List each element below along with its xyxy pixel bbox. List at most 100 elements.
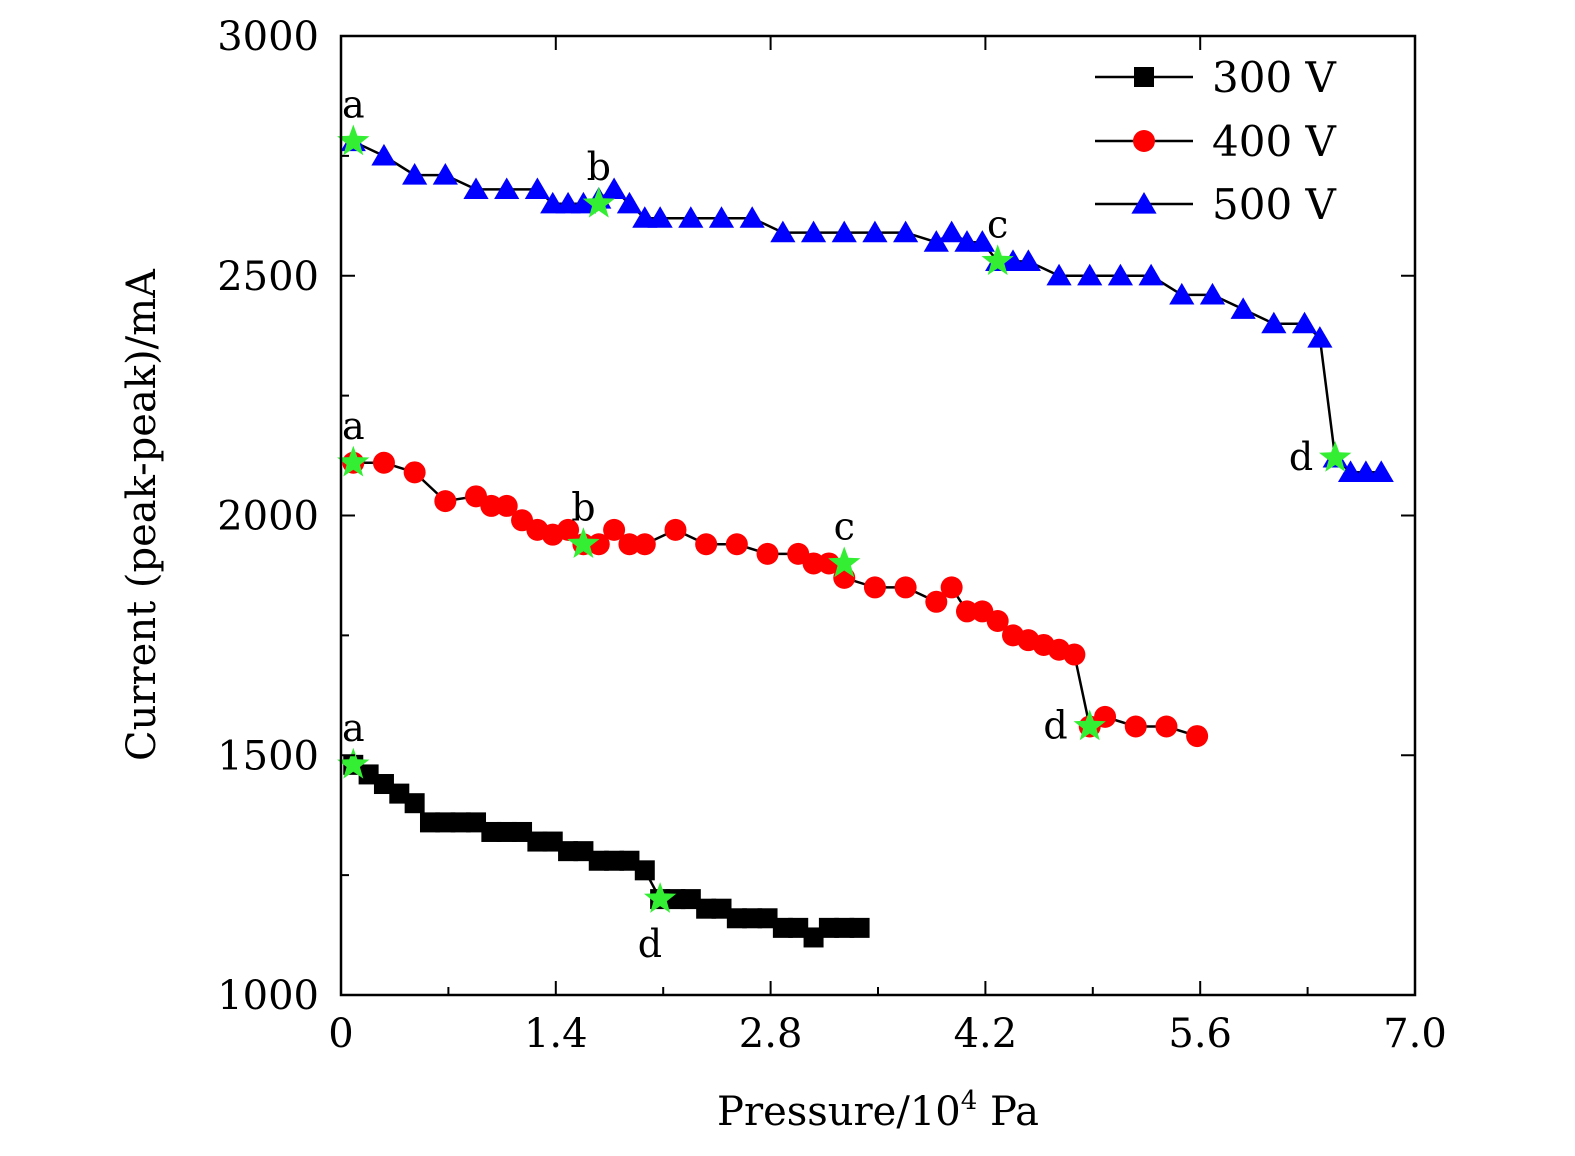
x-tick-label: 5.6	[1168, 1011, 1232, 1057]
data-point-400v	[894, 576, 917, 599]
x-tick-label: 2.8	[739, 1011, 803, 1057]
data-point-300v	[634, 860, 655, 881]
data-point-300v	[772, 917, 793, 938]
data-point-500v	[1230, 297, 1256, 319]
data-point-500v	[371, 143, 397, 166]
annotation-label: c	[987, 202, 1008, 246]
annotation-label: d	[1043, 703, 1067, 747]
data-point-500v	[1368, 460, 1394, 482]
legend-label: 300 V	[1212, 53, 1337, 102]
data-point-500v	[647, 206, 673, 228]
data-point-300v	[742, 908, 763, 929]
data-point-500v	[1077, 263, 1103, 286]
data-point-500v	[770, 220, 796, 243]
data-point-500v	[923, 230, 949, 252]
y-tick-label: 2500	[217, 254, 319, 300]
annotation-star-marker	[582, 186, 615, 218]
data-point-300v	[604, 850, 625, 871]
data-point-400v	[480, 494, 503, 517]
x-tick-label: 1.4	[524, 1011, 588, 1057]
data-point-500v	[939, 220, 965, 243]
data-point-400v	[863, 576, 886, 599]
data-point-300v	[573, 841, 594, 862]
data-point-300v	[358, 764, 379, 785]
annotation-label: d	[638, 922, 662, 966]
data-point-500v	[800, 220, 827, 243]
legend-entry-300v: 300 V	[1095, 53, 1337, 102]
data-point-300v	[788, 917, 809, 938]
annotation-star-marker	[567, 527, 600, 558]
data-point-300v	[726, 908, 747, 929]
legend-marker	[1133, 130, 1155, 152]
data-point-500v	[1107, 263, 1134, 286]
data-point-400v	[618, 533, 641, 556]
data-point-400v	[557, 518, 580, 541]
x-tick-label: 0	[328, 1011, 353, 1057]
legend-marker	[1134, 67, 1154, 87]
data-point-300v	[696, 898, 717, 919]
annotation-star-marker	[337, 124, 370, 156]
data-point-300v	[818, 917, 839, 938]
legend-label: 400 V	[1212, 117, 1337, 166]
data-point-400v	[664, 518, 687, 541]
data-point-400v	[372, 451, 395, 474]
data-point-300v	[512, 821, 533, 842]
data-point-300v	[466, 812, 487, 833]
annotation-star-marker	[644, 882, 677, 913]
annotation-star-marker	[1073, 709, 1106, 741]
annotation-label: a	[342, 82, 365, 126]
annotation-star-marker	[337, 747, 370, 779]
legend-label: 500 V	[1212, 180, 1337, 229]
series-300v	[343, 754, 870, 948]
legend-entry-500v: 500 V	[1095, 180, 1337, 229]
data-point-500v	[1261, 311, 1287, 334]
data-point-500v	[1307, 326, 1333, 348]
data-point-400v	[802, 552, 825, 575]
data-point-300v	[542, 831, 563, 852]
legend-entry-400v: 400 V	[1095, 117, 1337, 166]
data-point-300v	[834, 917, 855, 938]
data-point-500v	[616, 191, 643, 214]
plot-area: a d a b c d a b c d	[337, 82, 1394, 966]
legend-marker	[1131, 192, 1157, 214]
annotation-star-marker	[1319, 441, 1352, 472]
data-point-400v	[756, 542, 779, 565]
data-point-500v	[708, 206, 735, 228]
annotation-label: b	[587, 145, 611, 189]
data-point-500v	[463, 177, 489, 200]
data-point-400v	[986, 609, 1009, 632]
annotation-label: a	[342, 706, 365, 750]
data-point-500v	[1015, 249, 1041, 271]
y-tick-label: 1500	[217, 733, 319, 779]
data-point-500v	[831, 220, 857, 243]
annotation-label: b	[571, 485, 595, 529]
y-tick-label: 1000	[217, 973, 319, 1019]
data-point-400v	[1124, 715, 1147, 738]
x-tick-label: 7.0	[1383, 1011, 1447, 1057]
data-point-300v	[588, 850, 609, 871]
legend: 300 V 400 V 500 V	[1095, 53, 1337, 229]
data-point-400v	[1063, 643, 1086, 666]
data-point-500v	[524, 177, 550, 200]
data-point-400v	[817, 552, 840, 575]
data-point-400v	[587, 533, 610, 556]
data-point-400v	[603, 518, 626, 541]
data-point-300v	[404, 793, 425, 814]
data-point-400v	[1186, 725, 1209, 748]
data-point-400v	[725, 533, 748, 556]
data-point-500v	[969, 230, 995, 252]
data-point-400v	[495, 494, 518, 517]
data-point-300v	[619, 850, 640, 871]
axes: 0 1.4 2.8 4.2 5.6 7.0 1000 1500 2000 2500 3000	[217, 14, 1447, 1057]
data-point-500v	[893, 220, 919, 243]
data-point-300v	[803, 927, 824, 948]
x-axis-label-exponent: 4	[961, 1086, 978, 1116]
annotation-star-marker	[828, 546, 861, 578]
data-point-500v	[432, 163, 458, 185]
data-point-300v	[450, 812, 471, 833]
data-point-300v	[680, 889, 701, 910]
data-point-500v	[862, 220, 888, 243]
data-point-500v	[494, 177, 520, 200]
data-point-300v	[419, 812, 440, 833]
